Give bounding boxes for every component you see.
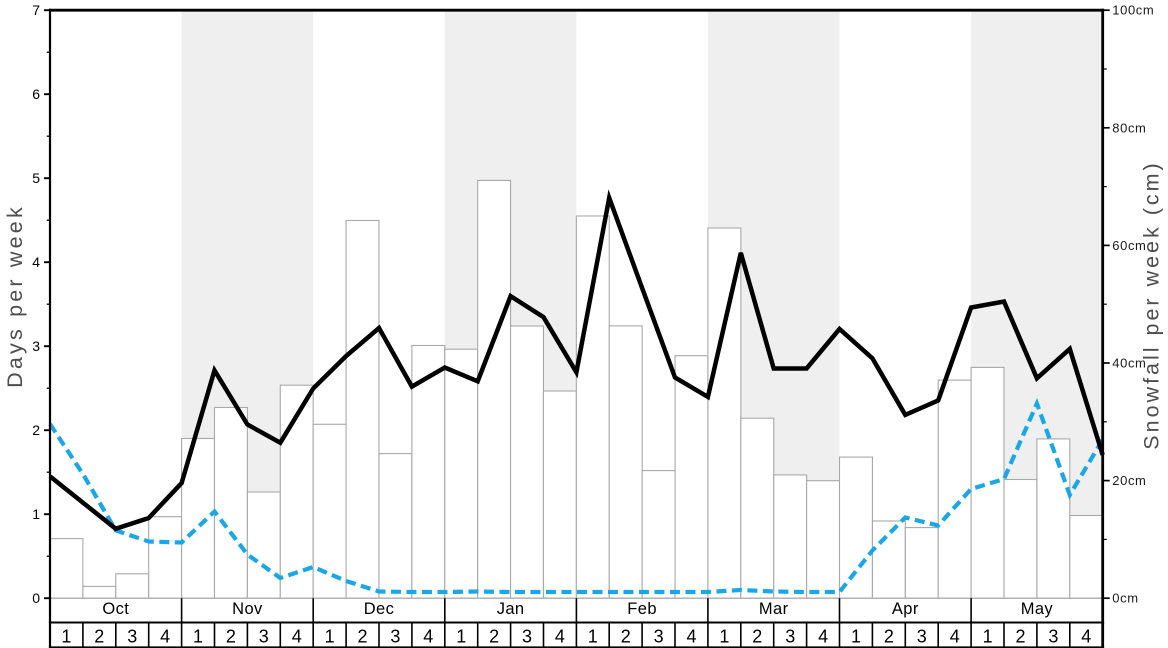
svg-text:1: 1	[32, 506, 40, 522]
svg-text:2: 2	[226, 627, 236, 647]
svg-text:4: 4	[292, 627, 302, 647]
svg-text:Days per week: Days per week	[3, 204, 27, 388]
svg-text:4: 4	[160, 627, 170, 647]
svg-text:3: 3	[32, 338, 40, 354]
svg-text:2: 2	[489, 627, 499, 647]
svg-text:4: 4	[950, 627, 960, 647]
svg-text:3: 3	[1048, 627, 1058, 647]
svg-text:3: 3	[654, 627, 664, 647]
svg-text:2: 2	[752, 627, 762, 647]
svg-text:0: 0	[32, 590, 40, 606]
svg-text:Apr: Apr	[892, 600, 919, 618]
svg-text:Snowfall per week (cm): Snowfall per week (cm)	[1140, 160, 1164, 449]
svg-text:20cm: 20cm	[1112, 473, 1146, 488]
svg-text:Dec: Dec	[364, 600, 395, 618]
svg-text:1: 1	[456, 627, 466, 647]
svg-text:2: 2	[32, 422, 40, 438]
svg-text:1: 1	[851, 627, 861, 647]
svg-text:2: 2	[357, 627, 367, 647]
svg-text:3: 3	[917, 627, 927, 647]
svg-text:1: 1	[61, 627, 71, 647]
svg-text:Oct: Oct	[102, 600, 129, 618]
svg-text:4: 4	[1081, 627, 1091, 647]
svg-text:4: 4	[555, 627, 565, 647]
svg-text:6: 6	[32, 86, 40, 102]
svg-text:Feb: Feb	[627, 600, 657, 618]
svg-text:2: 2	[1015, 627, 1025, 647]
svg-text:0cm: 0cm	[1112, 591, 1138, 606]
svg-text:2: 2	[621, 627, 631, 647]
svg-text:3: 3	[785, 627, 795, 647]
svg-text:2: 2	[884, 627, 894, 647]
svg-text:3: 3	[390, 627, 400, 647]
svg-text:40cm: 40cm	[1112, 356, 1146, 371]
svg-text:3: 3	[522, 627, 532, 647]
svg-text:100cm: 100cm	[1112, 3, 1154, 18]
svg-text:1: 1	[983, 627, 993, 647]
svg-text:7: 7	[32, 2, 40, 18]
svg-text:60cm: 60cm	[1112, 238, 1146, 253]
svg-text:4: 4	[686, 627, 696, 647]
svg-text:Jan: Jan	[497, 600, 525, 618]
svg-text:1: 1	[588, 627, 598, 647]
svg-text:4: 4	[818, 627, 828, 647]
svg-text:2: 2	[94, 627, 104, 647]
svg-text:1: 1	[325, 627, 335, 647]
svg-text:80cm: 80cm	[1112, 120, 1146, 135]
svg-text:4: 4	[423, 627, 433, 647]
svg-text:1: 1	[193, 627, 203, 647]
svg-text:Nov: Nov	[232, 600, 263, 618]
svg-text:Mar: Mar	[759, 600, 789, 618]
svg-text:5: 5	[32, 170, 40, 186]
svg-text:May: May	[1021, 600, 1054, 618]
svg-text:3: 3	[259, 627, 269, 647]
svg-text:1: 1	[719, 627, 729, 647]
svg-text:3: 3	[127, 627, 137, 647]
svg-text:4: 4	[32, 254, 40, 270]
